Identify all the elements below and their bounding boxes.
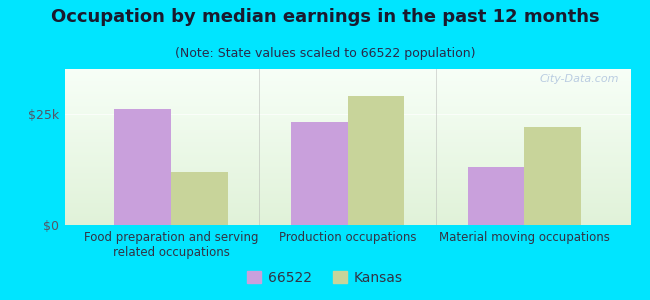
Bar [348,96,404,225]
Text: (Note: State values scaled to 66522 population): (Note: State values scaled to 66522 popu… [175,46,475,59]
Bar [114,109,171,225]
Bar [525,127,581,225]
Bar [171,172,228,225]
Legend: 66522, Kansas: 66522, Kansas [242,265,408,290]
Bar [468,167,525,225]
Text: City-Data.com: City-Data.com [540,74,619,84]
Text: Occupation by median earnings in the past 12 months: Occupation by median earnings in the pas… [51,8,599,26]
Bar [291,122,348,225]
